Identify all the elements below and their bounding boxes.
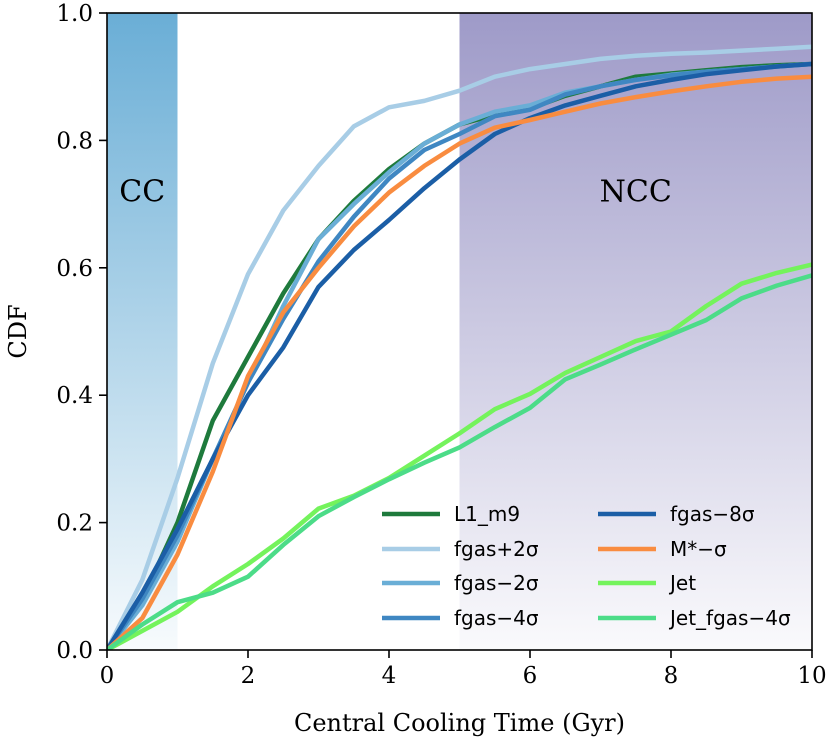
- legend-label-0: L1_m9: [454, 502, 520, 526]
- legend: L1_m9 fgas+2σ fgas−2σ fgas−4σ fgas−8σ M*−σ Jet…: [382, 502, 791, 630]
- series-line-5: [107, 74, 812, 650]
- y-axis-label: CDF: [4, 304, 32, 358]
- y-axis-ticks: 0.0 0.2 0.4 0.6 0.8 1.0: [56, 1, 107, 664]
- y-tick-label: 1.0: [56, 1, 93, 27]
- series-line-6: [107, 262, 812, 650]
- legend-label-1: fgas+2σ: [454, 537, 539, 561]
- shaded-regions: [107, 13, 812, 650]
- y-tick-label: 0.2: [56, 511, 93, 537]
- y-tick-label: 0.4: [56, 383, 93, 409]
- x-tick-label: 8: [664, 663, 679, 689]
- legend-label-5: M*−σ: [670, 537, 727, 561]
- x-tick-label: 2: [241, 663, 256, 689]
- series-line-1: [107, 44, 812, 650]
- x-tick-label: 4: [382, 663, 397, 689]
- legend-label-2: fgas−2σ: [454, 571, 539, 595]
- x-tick-label: 10: [797, 663, 826, 689]
- plot-frame: [106, 12, 813, 651]
- y-tick-label: 0.0: [56, 638, 93, 664]
- legend-label-4: fgas−8σ: [670, 502, 755, 526]
- region-labels: CC NCC: [119, 174, 672, 209]
- x-axis-label: Central Cooling Time (Gyr): [294, 709, 625, 737]
- series-line-7: [107, 273, 812, 650]
- legend-label-6: Jet: [668, 571, 696, 595]
- region-ncc-band: [459, 13, 812, 650]
- legend-label-7: Jet_fgas−4σ: [668, 606, 791, 630]
- x-axis-ticks: 0 2 4 6 8 10: [100, 650, 827, 689]
- x-tick-label: 0: [100, 663, 115, 689]
- series-lines: [107, 44, 812, 650]
- x-tick-label: 6: [523, 663, 538, 689]
- region-cc-label: CC: [119, 174, 165, 209]
- region-ncc-label: NCC: [600, 174, 672, 209]
- y-tick-label: 0.6: [56, 256, 93, 282]
- legend-label-3: fgas−4σ: [454, 606, 539, 630]
- y-tick-label: 0.8: [56, 128, 93, 154]
